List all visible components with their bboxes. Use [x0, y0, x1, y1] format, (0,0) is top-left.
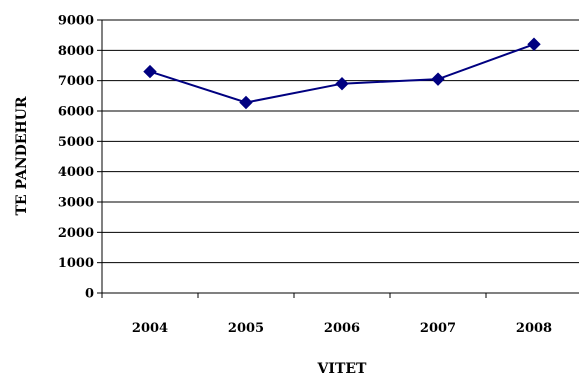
- series-group: [143, 37, 541, 110]
- y-tick-label: 0: [85, 287, 94, 302]
- x-tick-label: 2008: [516, 321, 552, 336]
- y-axis-ticks: 0 1000 2000 3000 4000 5000 6000 7000 8000 9000: [58, 14, 102, 302]
- data-point-marker: [143, 64, 157, 79]
- x-axis-title: VITET: [317, 361, 368, 376]
- y-tick-label: 1000: [58, 256, 94, 271]
- y-tick-label: 8000: [58, 44, 94, 59]
- y-tick-label: 5000: [58, 135, 94, 150]
- series-line: [149, 43, 535, 104]
- y-tick-label: 9000: [58, 14, 94, 29]
- data-point-marker: [431, 72, 445, 86]
- x-axis-ticks: 2004 2005 2006 2007 2008: [101, 293, 552, 336]
- y-tick-label: 6000: [58, 105, 94, 120]
- y-tick-label: 7000: [58, 74, 94, 89]
- data-point-marker: [239, 95, 253, 110]
- y-tick-label: 2000: [58, 226, 94, 241]
- y-tick-label: 3000: [58, 196, 94, 211]
- x-tick-label: 2005: [228, 321, 264, 336]
- x-tick-label: 2004: [132, 321, 168, 336]
- y-axis-title: TE PANDEHUR: [14, 96, 30, 215]
- data-point-marker: [335, 76, 349, 91]
- x-tick-label: 2006: [324, 321, 360, 336]
- data-point-marker: [527, 37, 541, 51]
- gridlines: [102, 19, 579, 264]
- x-tick-label: 2007: [420, 321, 456, 336]
- y-tick-label: 4000: [58, 165, 94, 180]
